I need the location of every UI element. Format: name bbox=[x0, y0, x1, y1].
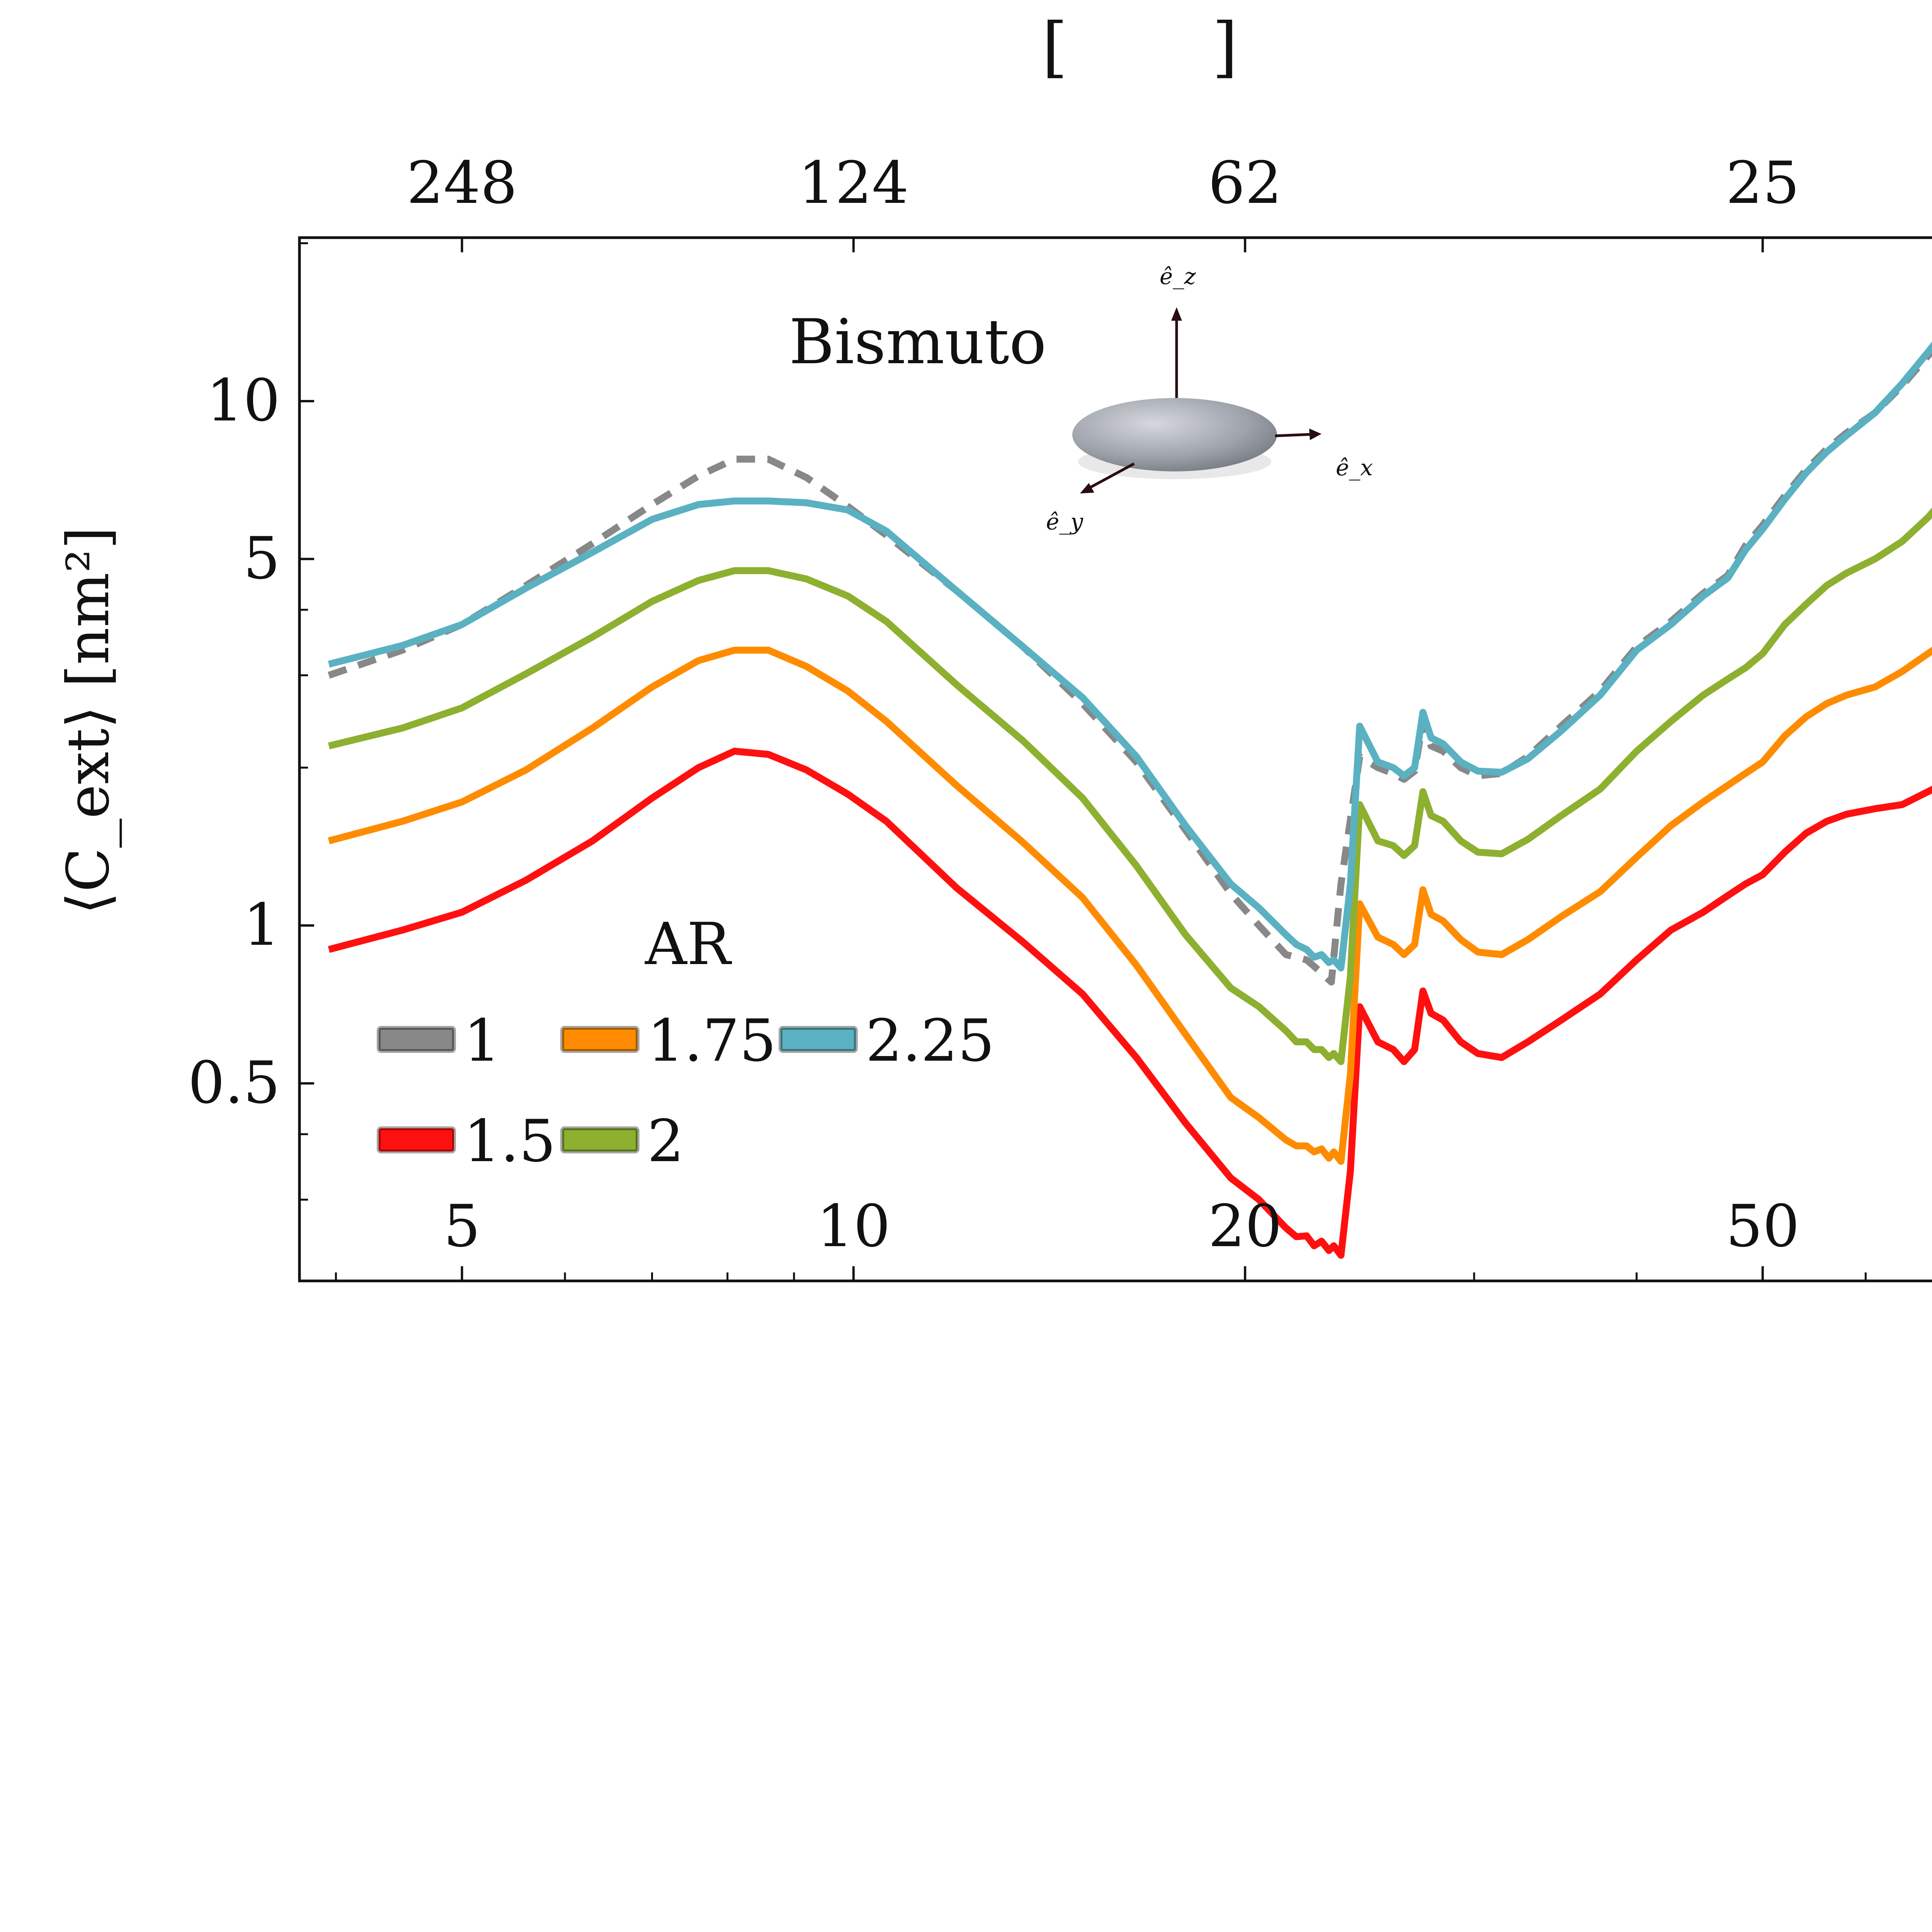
legend-entries: 1 1.75 2.25 1.5 2 bbox=[377, 1007, 995, 1175]
ez-label: ê_z bbox=[1160, 263, 1196, 289]
ey-axis-arrow bbox=[1087, 462, 1135, 490]
top-x-tick-label: 62 bbox=[1208, 150, 1282, 217]
series-layer bbox=[328, 341, 1932, 1259]
legend-swatch-ar-2-25 bbox=[779, 1026, 858, 1053]
legend-swatch-ar-1-75 bbox=[560, 1026, 639, 1053]
top-x-tick-label: 25 bbox=[1726, 150, 1799, 217]
top-x-tick-label: 248 bbox=[406, 150, 517, 217]
chart-title: Bismuto bbox=[789, 306, 1046, 378]
ellipsoid-inset: ê_z ê_x ê_y bbox=[1046, 263, 1373, 535]
ex-label: ê_x bbox=[1336, 454, 1373, 481]
ex-arrow-head bbox=[1309, 429, 1321, 440]
y-axis-label: ⟨C_ext⟩ [nm²] bbox=[55, 527, 122, 915]
ey-label: ê_y bbox=[1046, 509, 1083, 535]
top-x-tick-label: 124 bbox=[798, 150, 909, 217]
y-tick-label: 10 bbox=[206, 367, 280, 434]
legend-title: AR bbox=[645, 911, 732, 978]
y-tick-label: 1 bbox=[243, 891, 280, 959]
legend-swatch-ar-2 bbox=[560, 1126, 639, 1153]
y-tick-label: 5 bbox=[243, 525, 280, 592]
ex-axis-arrow bbox=[1275, 433, 1312, 437]
ey-arrow-head bbox=[1080, 483, 1094, 493]
legend-swatch-ar-1 bbox=[377, 1026, 456, 1053]
legend-label-ar-2: 2 bbox=[647, 1108, 684, 1175]
legend-swatch-ar-1-5 bbox=[377, 1126, 456, 1153]
series-line-ar-1-75 bbox=[328, 646, 1932, 1165]
series-line-ar-1-5 bbox=[328, 748, 1932, 1259]
x-tick-label: 20 bbox=[1208, 1193, 1282, 1260]
x-tick-label: 5 bbox=[444, 1193, 480, 1260]
series-line-ar-2 bbox=[328, 507, 1932, 1065]
x-tick-label: 10 bbox=[816, 1193, 890, 1260]
series-line-ar-2-25 bbox=[328, 341, 1932, 971]
ez-arrow-head bbox=[1171, 307, 1182, 321]
ticks-layer: 5 10 20 50 248 124 62 25 0.5 1 5 10 bbox=[188, 150, 1867, 1281]
top-axis-label: [ ] bbox=[1042, 9, 1300, 85]
plot-frame bbox=[298, 236, 1932, 1282]
ellipsoid-shape bbox=[1072, 398, 1277, 471]
legend-label-ar-2-25: 2.25 bbox=[866, 1007, 995, 1075]
legend-label-ar-1-75: 1.75 bbox=[647, 1007, 776, 1075]
legend: AR 1 1.75 2.25 1.5 2 bbox=[377, 911, 995, 1175]
x-tick-label: 50 bbox=[1726, 1193, 1799, 1260]
legend-label-ar-1-5: 1.5 bbox=[464, 1108, 556, 1175]
legend-label-ar-1: 1 bbox=[464, 1007, 500, 1075]
y-tick-label: 0.5 bbox=[188, 1049, 280, 1117]
